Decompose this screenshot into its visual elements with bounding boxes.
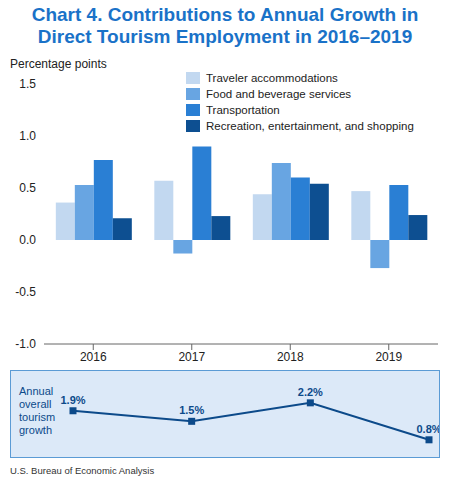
html-text:U.S. Bureau of Economic Analys: U.S. Bureau of Economic Analysis [10,465,155,476]
svg-text:1.0: 1.0 [19,129,36,143]
html-text:Transportation: Transportation [206,104,280,116]
svg-text:2017: 2017 [178,350,205,364]
html-text:Food and beverage services: Food and beverage services [206,88,352,100]
svg-text:2019: 2019 [375,350,402,364]
svg-text:0.5: 0.5 [19,181,36,195]
svg-text:1.5: 1.5 [19,78,36,91]
svg-text:-1.0: -1.0 [15,337,36,351]
html-text:Chart 4. Contributions to Annu: Chart 4. Contributions to Annual Growth … [31,4,419,47]
svg-text:1.5%: 1.5% [179,404,204,416]
html-text:Recreation, entertainment, and: Recreation, entertainment, and shopping [206,120,414,132]
svg-text:-0.5: -0.5 [15,285,36,299]
svg-text:1.9%: 1.9% [60,394,85,406]
svg-text:2018: 2018 [277,350,304,364]
html-text:Annual overall tourism growth: Annual overall tourism growth [19,385,56,436]
svg-text:2.2%: 2.2% [298,386,323,398]
html-text:Percentage points: Percentage points [10,57,107,71]
html-text:Traveler accommodations: Traveler accommodations [206,72,338,84]
svg-text:2016: 2016 [80,350,107,364]
svg-text:0.8%: 0.8% [416,423,439,435]
svg-text:0.0: 0.0 [19,233,36,247]
